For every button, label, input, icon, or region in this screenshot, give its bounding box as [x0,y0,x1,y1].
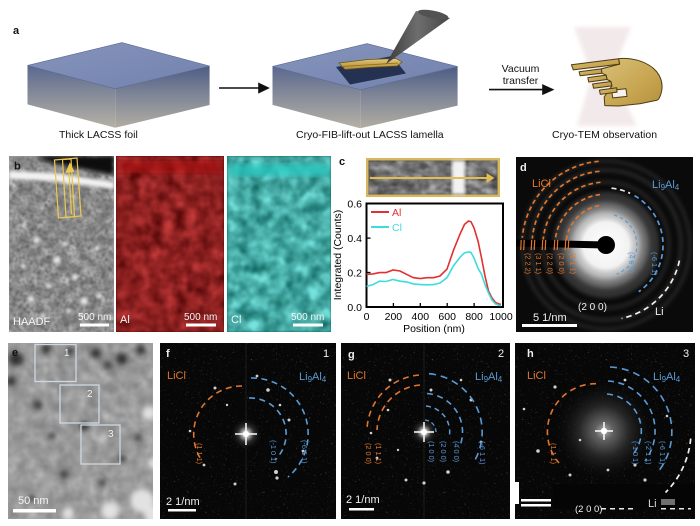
svg-text:(-6 1 1): (-6 1 1) [650,252,659,276]
svg-text:Li9Al4: Li9Al4 [475,371,503,384]
svg-text:400: 400 [412,311,430,323]
svg-text:(1 1 1): (1 1 1) [195,443,204,464]
svg-text:(-6 1 1): (-6 1 1) [300,440,309,464]
svg-text:800: 800 [465,311,483,323]
svg-text:200: 200 [385,311,403,323]
svg-text:Position (nm): Position (nm) [403,323,465,335]
svg-text:Al: Al [392,207,401,219]
svg-text:0.0: 0.0 [347,302,362,314]
svg-text:5 1/nm: 5 1/nm [533,312,567,324]
svg-text:2 1/nm: 2 1/nm [166,496,200,508]
svg-text:g: g [348,349,355,361]
svg-text:(-2 1 1): (-2 1 1) [644,441,653,465]
svg-text:Integrated (Counts): Integrated (Counts) [332,210,344,300]
svg-text:600: 600 [438,311,456,323]
svg-text:(1 1 1): (1 1 1) [549,443,558,464]
svg-text:0: 0 [364,311,370,323]
svg-text:2: 2 [498,348,504,360]
svg-text:(2 2 0): (2 2 0) [546,253,555,274]
svg-text:50 nm: 50 nm [18,495,49,507]
svg-text:1: 1 [323,348,329,360]
svg-text:e: e [12,347,18,359]
svg-text:(2 2 2): (2 2 2) [524,253,533,274]
svg-text:b: b [14,161,21,173]
svg-text:(2 0 0): (2 0 0) [557,253,566,274]
svg-text:f: f [166,348,170,360]
svg-text:Li9Al4: Li9Al4 [652,179,680,192]
svg-text:LiCl: LiCl [167,370,186,382]
svg-text:(2 0 0): (2 0 0) [439,441,448,462]
svg-text:(3 1 1): (3 1 1) [534,253,543,274]
svg-text:500 nm: 500 nm [291,312,324,323]
svg-text:(4 0 0): (4 0 0) [452,441,461,462]
svg-text:(1 0 0): (1 0 0) [427,441,436,462]
svg-text:(-1 0 1): (-1 0 1) [631,441,640,465]
svg-text:0.4: 0.4 [347,233,362,245]
svg-text:2 1/nm: 2 1/nm [346,494,380,506]
svg-text:1: 1 [64,348,70,359]
svg-text:LiCl: LiCl [527,370,546,382]
svg-text:Li: Li [655,306,664,318]
svg-text:HAADF: HAADF [13,316,51,328]
svg-text:Cl: Cl [231,314,241,326]
svg-text:(2 0 0): (2 0 0) [364,443,373,464]
svg-text:(-1 0 1): (-1 0 1) [269,440,278,464]
svg-text:1000: 1000 [489,311,513,323]
svg-text:(1 1 1): (1 1 1) [569,253,578,274]
svg-text:500 nm: 500 nm [78,312,111,323]
svg-text:h: h [527,348,534,360]
svg-text:500 nm: 500 nm [184,312,217,323]
svg-text:Cl: Cl [392,222,402,234]
svg-text:0.2: 0.2 [347,268,362,280]
svg-text:(-6 1 1): (-6 1 1) [658,441,667,465]
svg-text:Al: Al [120,314,130,326]
svg-text:(-6 1 1): (-6 1 1) [478,441,487,465]
svg-text:0.6: 0.6 [347,199,362,211]
svg-text:(1 1 1): (1 1 1) [374,443,383,464]
svg-text:Li9Al4: Li9Al4 [653,371,681,384]
svg-text:(4 0 0): (4 0 0) [627,252,636,273]
svg-text:LiCl: LiCl [532,178,551,190]
svg-text:Li: Li [648,498,657,510]
svg-text:Li9Al4: Li9Al4 [299,371,327,384]
svg-text:2: 2 [87,389,93,400]
svg-text:3: 3 [683,348,689,360]
svg-text:d: d [520,162,527,174]
svg-text:(2 0 0): (2 0 0) [575,504,602,515]
svg-text:(2 0 0): (2 0 0) [578,302,607,313]
svg-text:3: 3 [108,429,114,440]
svg-text:LiCl: LiCl [347,370,366,382]
